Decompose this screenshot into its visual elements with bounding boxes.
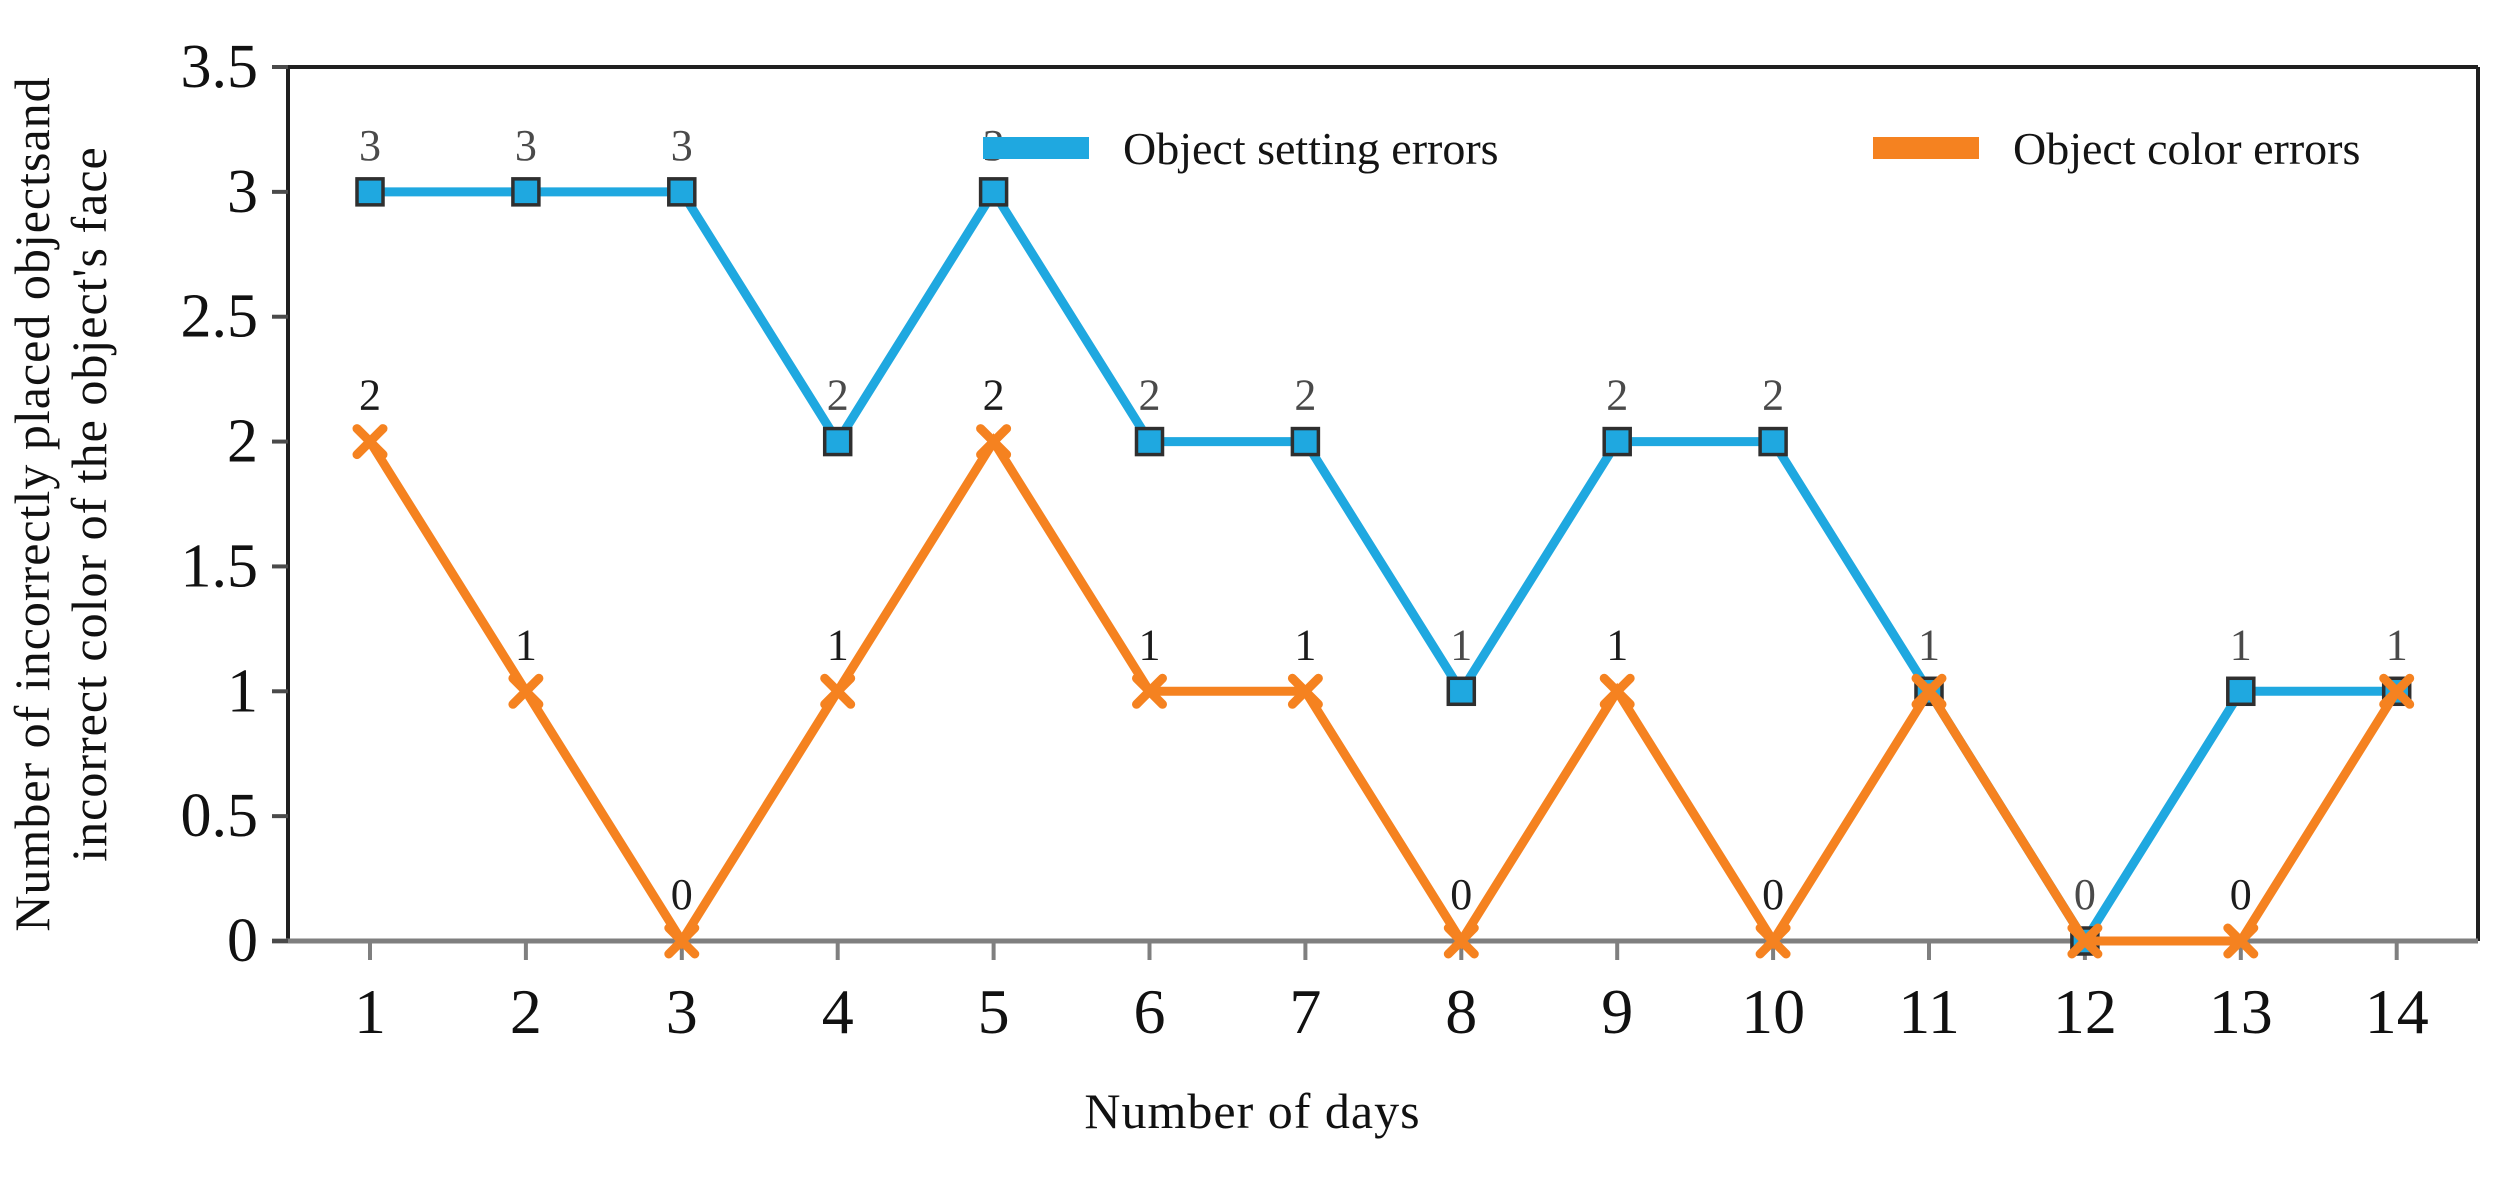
data-label: 1: [1139, 620, 1161, 669]
x-marker-icon: [1599, 673, 1635, 709]
x-marker-icon: [1911, 673, 1947, 709]
x-marker-icon: [1132, 673, 1167, 709]
square-marker-icon: [1758, 426, 1788, 457]
legend-item-object-color-errors: Object color errors: [1873, 118, 2360, 178]
square-marker-icon: [978, 177, 1009, 207]
data-label: 0: [2074, 870, 2096, 919]
data-label: 3: [671, 121, 693, 170]
data-label: 1: [1294, 620, 1316, 669]
square-marker-icon: [511, 177, 541, 207]
square-marker-icon: [1446, 676, 1477, 707]
x-tick-label: 6: [1134, 976, 1166, 1047]
square-marker-icon: [1290, 426, 1321, 457]
data-label: 1: [827, 620, 849, 669]
x-tick-label: 5: [978, 976, 1010, 1047]
x-tick-label: 3: [666, 976, 698, 1047]
y-axis-title: Number of incorrectly placed objectsand …: [4, 14, 120, 994]
x-marker-icon: [508, 673, 544, 709]
x-tick-label: 4: [822, 976, 854, 1047]
x-tick-label: 7: [1289, 976, 1321, 1047]
data-label: 2: [1762, 371, 1784, 420]
data-label: 1: [2230, 620, 2252, 669]
x-marker-icon: [664, 923, 700, 959]
square-marker-icon: [355, 177, 385, 207]
x-marker-icon: [976, 424, 1012, 460]
data-label: 2: [359, 371, 381, 420]
x-tick-label: 11: [1898, 976, 1960, 1047]
x-tick-label: 14: [2365, 976, 2429, 1047]
square-marker-icon: [1134, 426, 1165, 457]
y-tick-label: 2: [227, 408, 258, 476]
x-marker-icon: [2223, 923, 2259, 959]
data-label: 2: [827, 371, 849, 420]
legend-label: Object color errors: [2013, 122, 2361, 174]
x-axis-title: Number of days: [1084, 1083, 1421, 1139]
data-label: 1: [515, 620, 537, 669]
legend-swatch-orange-icon: [1873, 137, 1979, 159]
data-label: 0: [1450, 870, 1472, 919]
x-marker-icon: [1443, 923, 1479, 959]
x-marker-icon: [1755, 923, 1791, 959]
x-marker-icon: [1287, 673, 1323, 709]
legend-label: Object setting errors: [1123, 122, 1499, 174]
data-label: 2: [1139, 371, 1161, 420]
legend-swatch-blue-icon: [983, 137, 1089, 159]
y-tick-label: 3.5: [181, 33, 259, 101]
x-tick-label: 2: [510, 976, 542, 1047]
y-axis-title-line1: Number of incorrectly placed objectsand: [4, 76, 60, 932]
square-marker-icon: [822, 426, 853, 457]
x-tick-label: 9: [1601, 976, 1633, 1047]
data-label: 2: [983, 371, 1005, 420]
legend-item-object-setting-errors: Object setting errors: [983, 118, 1499, 178]
data-label: 3: [359, 121, 381, 170]
x-marker-icon: [352, 424, 388, 460]
data-label: 1: [1450, 620, 1472, 669]
x-tick-label: 12: [2053, 976, 2117, 1047]
y-tick-label: 0.5: [181, 782, 259, 850]
data-label: 2: [1606, 371, 1628, 420]
y-tick-label: 2.5: [181, 283, 259, 351]
y-tick-label: 3: [227, 158, 258, 226]
y-tick-label: 1.5: [181, 532, 259, 600]
series-line-object-setting-errors: [370, 183, 2397, 950]
square-marker-icon: [2226, 676, 2256, 707]
x-tick-label: 1: [354, 976, 386, 1047]
data-label: 0: [1762, 870, 1784, 919]
x-tick-label: 10: [1741, 976, 1805, 1047]
y-tick-label: 0: [227, 907, 258, 975]
y-axis-title-line2: incorrect color of the object's face: [61, 146, 117, 862]
data-label: 1: [1606, 620, 1628, 669]
series-line-object-color-errors: [366, 433, 2401, 950]
square-marker-icon: [1602, 426, 1632, 457]
data-label: 1: [2386, 620, 2408, 669]
y-tick-label: 1: [227, 657, 258, 725]
data-label: 3: [515, 121, 537, 170]
x-tick-label: 13: [2209, 976, 2273, 1047]
x-marker-icon: [2379, 673, 2415, 709]
x-marker-icon: [2067, 923, 2103, 959]
data-label: 1: [1918, 620, 1940, 669]
data-label: 0: [671, 870, 693, 919]
data-label: 2: [1294, 371, 1316, 420]
x-marker-icon: [820, 673, 856, 709]
square-marker-icon: [667, 177, 697, 207]
x-tick-label: 8: [1445, 976, 1477, 1047]
data-label: 0: [2230, 870, 2252, 919]
